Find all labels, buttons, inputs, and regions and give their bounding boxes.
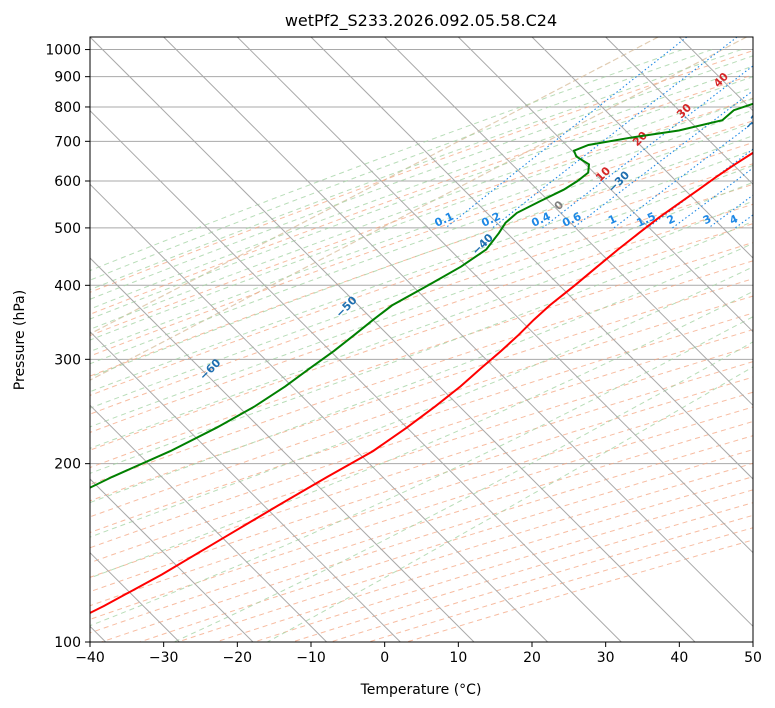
isotherm-line xyxy=(90,478,254,642)
isotherm-line xyxy=(90,330,401,642)
mixing-ratio-line xyxy=(542,65,753,229)
x-axis-ticks: −40 −30 −20 −10 0 10 20 30 40 50 xyxy=(75,642,762,666)
dry-adiabat-line xyxy=(90,74,753,315)
dry-adiabat-line xyxy=(90,376,753,593)
y-axis-ticks: 100 200 300 400 500 600 700 800 900 1000 xyxy=(45,43,90,651)
isotherm-line xyxy=(310,37,753,480)
y-tick-label: 100 xyxy=(54,635,81,651)
pressure-gridlines xyxy=(90,49,753,642)
y-tick-label: 300 xyxy=(54,352,81,368)
isotherm-line xyxy=(163,37,753,628)
isotherm-line xyxy=(90,257,475,642)
isotherm-line xyxy=(457,37,753,333)
dry-adiabat-line xyxy=(90,203,753,433)
isotherm-line xyxy=(384,37,753,407)
mixing-ratio-line xyxy=(492,37,738,229)
isotherm-line xyxy=(90,109,622,642)
mixing-ratio-line xyxy=(672,167,753,229)
isotherm-line xyxy=(90,37,696,642)
dry-adiabat-line xyxy=(90,50,753,293)
isotherm-line xyxy=(605,37,753,186)
x-tick-label: −30 xyxy=(149,650,179,666)
y-tick-label: 1000 xyxy=(45,43,81,59)
x-tick-label: −40 xyxy=(75,650,105,666)
saturation-curves xyxy=(90,37,747,381)
temperature-line xyxy=(90,151,753,615)
mixing-ratio-lines xyxy=(445,37,753,229)
dry-adiabat-line xyxy=(90,260,753,485)
sounding-profiles xyxy=(90,102,753,615)
moist-adiabat-line xyxy=(90,290,753,579)
y-tick-label: 700 xyxy=(54,134,81,150)
isotherm-line xyxy=(90,183,549,642)
dry-adiabat-line xyxy=(90,345,753,564)
dry-adiabat-line xyxy=(90,163,753,396)
moist-adiabat-line xyxy=(90,109,753,353)
chart-title: wetPf2_S233.2026.092.05.58.C24 xyxy=(285,11,557,31)
y-tick-label: 600 xyxy=(54,174,81,190)
x-tick-label: −20 xyxy=(223,650,253,666)
dry-adiabat-line xyxy=(90,241,753,469)
isotherm-line xyxy=(236,37,753,554)
mixing-ratio-line xyxy=(572,90,753,229)
moist-adiabat-line xyxy=(90,200,753,449)
saturation-curve xyxy=(90,37,747,381)
y-tick-label: 400 xyxy=(54,278,81,294)
dry-adiabat-line xyxy=(90,391,753,607)
moist-adiabat-line xyxy=(90,65,753,310)
dry-adiabat-line xyxy=(90,183,753,415)
y-tick-label: 200 xyxy=(54,457,81,473)
plot-area: 0.10.20.40.611.52346810131620253036−100−… xyxy=(90,37,769,642)
dry-adiabats xyxy=(90,50,753,642)
moist-adiabat-line xyxy=(90,76,753,320)
x-tick-label: 50 xyxy=(744,650,762,666)
dry-adiabat-line xyxy=(90,295,753,518)
dry-adiabat-line xyxy=(90,97,753,337)
moist-adiabat-line xyxy=(90,49,742,291)
dry-adiabat-label: −20 xyxy=(742,106,769,133)
y-tick-label: 800 xyxy=(54,100,81,116)
x-tick-label: 20 xyxy=(523,650,541,666)
x-axis-label: Temperature (°C) xyxy=(360,682,482,698)
y-axis-label: Pressure (hPa) xyxy=(12,290,28,390)
moist-adiabat-line xyxy=(267,366,753,642)
y-tick-label: 500 xyxy=(54,221,81,237)
plot-frame xyxy=(89,36,754,643)
moist-adiabat-line xyxy=(90,49,713,281)
x-tick-label: 10 xyxy=(449,650,467,666)
x-tick-label: 30 xyxy=(597,650,615,666)
x-tick-label: 40 xyxy=(670,650,688,666)
y-tick-label: 900 xyxy=(54,70,81,86)
moist-adiabat-line xyxy=(90,86,753,330)
moist-adiabat-line xyxy=(90,55,753,300)
x-tick-label: 0 xyxy=(380,650,389,666)
dry-adiabat-line xyxy=(90,329,753,549)
dewpoint-line xyxy=(90,102,753,489)
x-tick-label: −10 xyxy=(296,650,326,666)
dry-adiabat-line xyxy=(90,142,753,377)
saturation-curve xyxy=(90,37,659,335)
isotherm-line xyxy=(90,404,328,642)
